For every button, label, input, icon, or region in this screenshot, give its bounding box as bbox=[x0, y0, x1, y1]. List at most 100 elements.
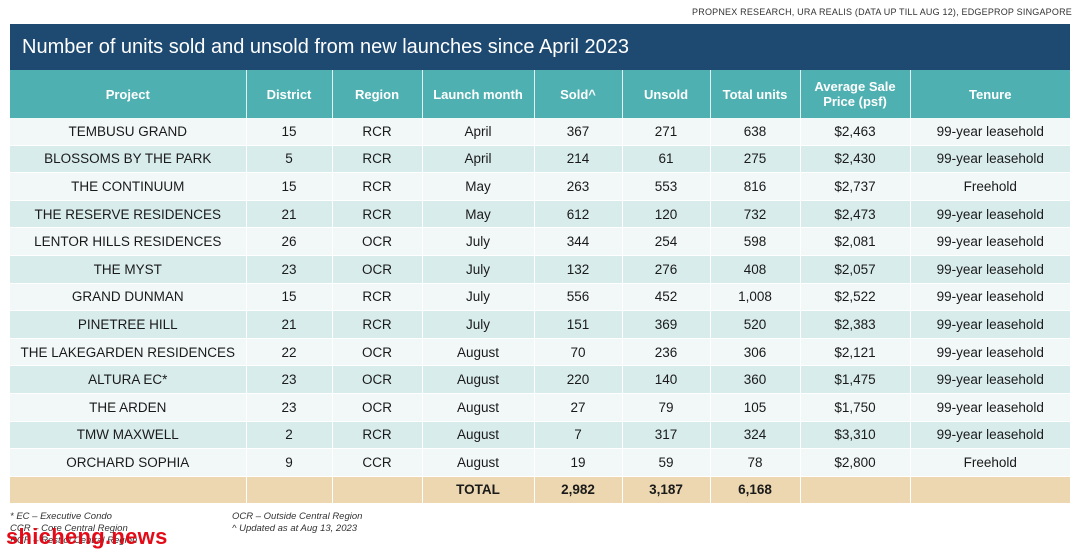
header-sold: Sold^ bbox=[534, 70, 623, 118]
project-cell: GRAND DUNMAN bbox=[10, 283, 247, 312]
tenure-cell: 99-year leasehold bbox=[910, 338, 1070, 367]
total-units-cell: 360 bbox=[710, 365, 801, 394]
project-cell: ORCHARD SOPHIA bbox=[10, 448, 247, 477]
total-units-cell: 408 bbox=[710, 255, 801, 284]
table-row: THE MYST 23 OCR July 132 276 408 $2,057 99-year … bbox=[10, 255, 1070, 284]
total-units-cell: 638 bbox=[710, 118, 801, 146]
project-cell: THE CONTINUUM bbox=[10, 172, 247, 201]
total-units-cell: 324 bbox=[710, 421, 801, 450]
district-cell: 21 bbox=[246, 200, 333, 229]
district-cell: 15 bbox=[246, 283, 333, 312]
total-units-cell: 1,008 bbox=[710, 283, 801, 312]
tenure-cell: 99-year leasehold bbox=[910, 421, 1070, 450]
project-cell: TEMBUSU GRAND bbox=[10, 118, 247, 146]
total-empty-cell bbox=[332, 476, 423, 503]
region-cell: RCR bbox=[332, 118, 423, 146]
district-cell: 21 bbox=[246, 310, 333, 339]
sold-cell: 344 bbox=[534, 227, 623, 256]
table-row: LENTOR HILLS RESIDENCES 26 OCR July 344 254 59… bbox=[10, 227, 1070, 256]
total-empty-cell bbox=[910, 476, 1070, 503]
region-cell: RCR bbox=[332, 421, 423, 450]
tenure-cell: 99-year leasehold bbox=[910, 310, 1070, 339]
tenure-cell: 99-year leasehold bbox=[910, 283, 1070, 312]
average-price-cell: $2,463 bbox=[800, 118, 911, 146]
sold-cell: 263 bbox=[534, 172, 623, 201]
footnotes-left: * EC – Executive Condo CCR – Core Centra… bbox=[10, 511, 137, 547]
total-units-cell: 598 bbox=[710, 227, 801, 256]
project-cell: LENTOR HILLS RESIDENCES bbox=[10, 227, 247, 256]
unsold-cell: 553 bbox=[622, 172, 711, 201]
average-price-cell: $3,310 bbox=[800, 421, 911, 450]
header-row: Project District Region Launch month Sol… bbox=[10, 70, 1070, 118]
region-cell: RCR bbox=[332, 172, 423, 201]
district-cell: 23 bbox=[246, 255, 333, 284]
table-row: THE RESERVE RESIDENCES 21 RCR May 612 120 732 $… bbox=[10, 200, 1070, 229]
average-price-cell: $2,121 bbox=[800, 338, 911, 367]
unsold-cell: 120 bbox=[622, 200, 711, 229]
launch-month-cell: April bbox=[422, 118, 535, 146]
average-price-cell: $2,800 bbox=[800, 448, 911, 477]
table-row: TMW MAXWELL 2 RCR August 7 317 324 $3,310 99-yea… bbox=[10, 421, 1070, 450]
sold-cell: 220 bbox=[534, 365, 623, 394]
total-units-cell: 306 bbox=[710, 338, 801, 367]
unsold-cell: 140 bbox=[622, 365, 711, 394]
sold-cell: 132 bbox=[534, 255, 623, 284]
table-row: THE CONTINUUM 15 RCR May 263 553 816 $2,737 Free… bbox=[10, 172, 1070, 201]
average-price-cell: $2,081 bbox=[800, 227, 911, 256]
sold-cell: 367 bbox=[534, 118, 623, 146]
tenure-cell: 99-year leasehold bbox=[910, 365, 1070, 394]
project-cell: BLOSSOMS BY THE PARK bbox=[10, 145, 247, 174]
district-cell: 15 bbox=[246, 118, 333, 146]
launch-month-cell: July bbox=[422, 283, 535, 312]
district-cell: 5 bbox=[246, 145, 333, 174]
table-row: PINETREE HILL 21 RCR July 151 369 520 $2,383 99-… bbox=[10, 310, 1070, 339]
header-average-price: Average Sale Price (psf) bbox=[800, 70, 911, 118]
table-row: BLOSSOMS BY THE PARK 5 RCR April 214 61 275 $2,… bbox=[10, 145, 1070, 174]
region-cell: RCR bbox=[332, 145, 423, 174]
sold-cell: 19 bbox=[534, 448, 623, 477]
launch-month-cell: May bbox=[422, 172, 535, 201]
unsold-cell: 271 bbox=[622, 118, 711, 146]
average-price-cell: $1,475 bbox=[800, 365, 911, 394]
launch-month-cell: April bbox=[422, 145, 535, 174]
region-cell: OCR bbox=[332, 255, 423, 284]
header-region: Region bbox=[332, 70, 423, 118]
header-district: District bbox=[246, 70, 333, 118]
launch-month-cell: July bbox=[422, 255, 535, 284]
table-row: TEMBUSU GRAND 15 RCR April 367 271 638 $2,463 99… bbox=[10, 118, 1070, 146]
project-cell: PINETREE HILL bbox=[10, 310, 247, 339]
district-cell: 26 bbox=[246, 227, 333, 256]
project-cell: THE RESERVE RESIDENCES bbox=[10, 200, 247, 229]
average-price-cell: $2,737 bbox=[800, 172, 911, 201]
launch-month-cell: August bbox=[422, 421, 535, 450]
total-label: TOTAL bbox=[422, 476, 535, 503]
region-cell: RCR bbox=[332, 310, 423, 339]
district-cell: 23 bbox=[246, 393, 333, 422]
district-cell: 9 bbox=[246, 448, 333, 477]
header-unsold: Unsold bbox=[622, 70, 711, 118]
project-cell: THE MYST bbox=[10, 255, 247, 284]
unsold-cell: 236 bbox=[622, 338, 711, 367]
total-units-cell: 275 bbox=[710, 145, 801, 174]
table-row: ORCHARD SOPHIA 9 CCR August 19 59 78 $2,800 Free… bbox=[10, 448, 1070, 477]
region-cell: RCR bbox=[332, 200, 423, 229]
district-cell: 15 bbox=[246, 172, 333, 201]
total-units: 6,168 bbox=[710, 476, 801, 503]
region-cell: OCR bbox=[332, 227, 423, 256]
unsold-cell: 254 bbox=[622, 227, 711, 256]
unsold-cell: 59 bbox=[622, 448, 711, 477]
total-units-cell: 816 bbox=[710, 172, 801, 201]
sold-cell: 27 bbox=[534, 393, 623, 422]
tenure-cell: 99-year leasehold bbox=[910, 255, 1070, 284]
total-units-cell: 105 bbox=[710, 393, 801, 422]
region-cell: OCR bbox=[332, 393, 423, 422]
sold-cell: 7 bbox=[534, 421, 623, 450]
region-cell: RCR bbox=[332, 283, 423, 312]
launch-month-cell: August bbox=[422, 393, 535, 422]
table-title: Number of units sold and unsold from new… bbox=[10, 24, 1070, 70]
average-price-cell: $1,750 bbox=[800, 393, 911, 422]
sold-cell: 151 bbox=[534, 310, 623, 339]
project-cell: THE ARDEN bbox=[10, 393, 247, 422]
table-row: ALTURA EC* 23 OCR August 220 140 360 $1,475 99-y… bbox=[10, 365, 1070, 394]
footnote-updated: ^ Updated as at Aug 13, 2023 bbox=[232, 523, 358, 534]
